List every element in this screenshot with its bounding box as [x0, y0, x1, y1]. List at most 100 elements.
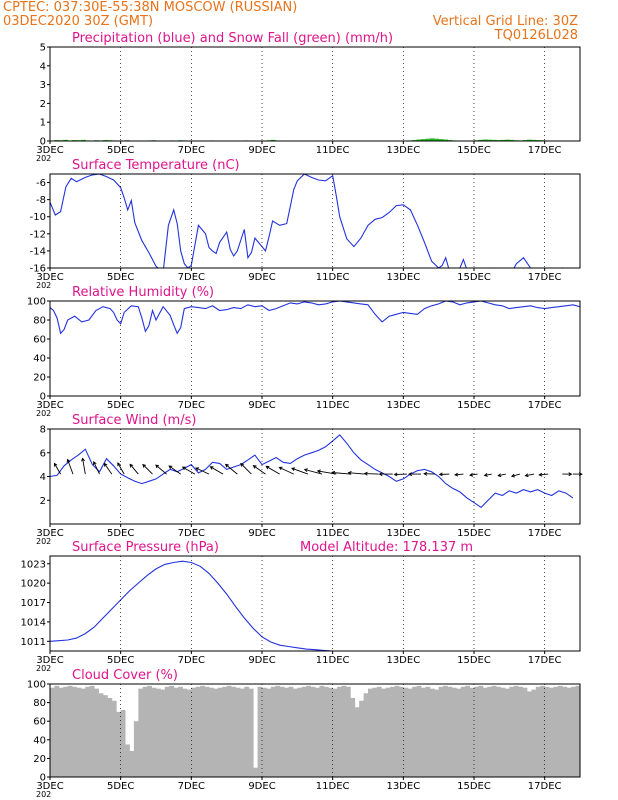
- cloud-bar: [257, 686, 263, 777]
- header-grid-note: Vertical Grid Line: 30Z: [433, 14, 578, 29]
- cloud-bar: [235, 687, 241, 777]
- cloud-bar: [421, 687, 426, 777]
- temperature-year-fragment: 202: [36, 281, 51, 290]
- cloud-bar: [522, 687, 528, 777]
- cloud-bar: [478, 685, 484, 777]
- cloud-bar: [315, 687, 320, 777]
- humidity-xtick-label: 13DEC: [386, 400, 420, 411]
- pressure-year-fragment: 202: [36, 664, 51, 673]
- wind-arrow: [524, 473, 535, 478]
- wind-arrow: [497, 473, 506, 478]
- cloud-bar: [116, 711, 122, 777]
- precipitation-bar: [487, 139, 493, 141]
- cloud-bar: [103, 695, 108, 777]
- wind-arrow: [265, 465, 280, 475]
- cloud-bar: [253, 767, 258, 777]
- wind-arrow: [347, 470, 365, 475]
- precipitation-bar: [531, 139, 537, 141]
- pressure-ytick-label: 1011: [21, 637, 46, 648]
- precipitation-bar: [80, 139, 86, 141]
- cloud-bar: [186, 689, 192, 777]
- cloud-xtick-label: 7DEC: [178, 781, 205, 792]
- cloud-bar: [566, 687, 572, 777]
- cloud-bar: [89, 685, 95, 777]
- wind-arrow: [142, 463, 153, 475]
- precipitation-xtick-label: 15DEC: [457, 145, 491, 156]
- cloud-xtick-label: 13DEC: [386, 781, 420, 792]
- cloud-bar: [504, 688, 510, 777]
- cloud-bar: [195, 686, 201, 777]
- wind-arrow: [103, 462, 113, 475]
- temperature-xtick-label: 5DEC: [107, 272, 134, 283]
- wind-arrow: [438, 472, 450, 477]
- wind-arrow: [483, 473, 492, 477]
- wind-arrow: [278, 466, 294, 475]
- cloud-bar: [244, 686, 250, 777]
- cloud-bar: [407, 688, 413, 777]
- precipitation-frame: [49, 46, 581, 142]
- cloud-bar: [549, 687, 554, 777]
- cloud-bar: [85, 686, 91, 777]
- cloud-bar: [527, 691, 532, 777]
- wind-year-fragment: 202: [36, 537, 51, 546]
- pressure-xtick-label: 7DEC: [178, 655, 205, 666]
- temperature-plot-area: [50, 174, 580, 268]
- precipitation-bar: [416, 139, 422, 141]
- cloud-bar: [288, 686, 294, 777]
- wind-arrow: [331, 470, 351, 475]
- temperature-xtick-label: 11DEC: [316, 272, 350, 283]
- cloud-bar: [447, 686, 453, 777]
- cloud-bar: [359, 700, 364, 777]
- cloud-bar: [54, 685, 60, 777]
- humidity-xtick-label: 17DEC: [528, 400, 562, 411]
- cloud-bar: [345, 686, 351, 777]
- cloud-bar: [125, 744, 130, 777]
- cloud-bar: [248, 688, 254, 777]
- precipitation-bar: [509, 139, 515, 141]
- precipitation-ytick-label: 4: [40, 61, 46, 72]
- cloud-bar: [500, 687, 506, 777]
- cloud-bar: [434, 689, 440, 777]
- pressure-xtick-label: 9DEC: [248, 655, 275, 666]
- humidity-xtick-label: 9DEC: [248, 400, 275, 411]
- temperature-xtick-label: 3DEC: [36, 272, 63, 283]
- cloud-bar: [292, 688, 298, 777]
- temperature-ytick-label: -14: [30, 246, 46, 257]
- wind-ytick-label: 8: [40, 425, 46, 436]
- cloud-bar: [398, 686, 404, 777]
- precipitation-bar: [527, 139, 532, 141]
- wind-arrow: [303, 468, 323, 475]
- temperature-ytick-label: -10: [30, 212, 46, 223]
- wind-arrow: [510, 473, 521, 478]
- humidity-xtick-label: 7DEC: [178, 400, 205, 411]
- cloud-bar: [372, 687, 378, 777]
- cloud-bar: [270, 686, 276, 777]
- cloud-bar: [456, 688, 462, 777]
- precipitation-bar: [478, 139, 484, 141]
- temperature-ytick-label: -16: [30, 264, 46, 275]
- cloud-bar: [164, 686, 170, 777]
- cloud-bar: [509, 686, 515, 777]
- cloud-bar: [562, 686, 568, 777]
- cloud-bar: [301, 686, 307, 777]
- cloud-bar: [451, 687, 457, 777]
- precipitation-bar: [421, 139, 426, 141]
- precipitation-ytick-label: 2: [40, 99, 46, 110]
- humidity-ytick-label: 100: [27, 297, 46, 308]
- wind-xtick-label: 17DEC: [528, 528, 562, 539]
- pressure-xtick-label: 13DEC: [386, 655, 420, 666]
- humidity-frame: [49, 300, 581, 397]
- header-model-code: TQ0126L028: [494, 28, 578, 43]
- temperature-ytick-label: -6: [36, 178, 46, 189]
- precipitation-xtick-label: 13DEC: [386, 145, 420, 156]
- cloud-bar: [390, 686, 395, 777]
- humidity-xtick-label: 5DEC: [107, 400, 134, 411]
- precipitation-bar: [425, 138, 431, 141]
- cloud-bar: [266, 688, 272, 777]
- wind-arrow: [454, 472, 464, 477]
- cloud-bar: [94, 688, 99, 777]
- cloud-bar: [80, 688, 86, 777]
- precipitation-bar: [429, 138, 435, 141]
- precipitation-ytick-label: 0: [40, 137, 46, 148]
- cloud-bar: [429, 688, 435, 777]
